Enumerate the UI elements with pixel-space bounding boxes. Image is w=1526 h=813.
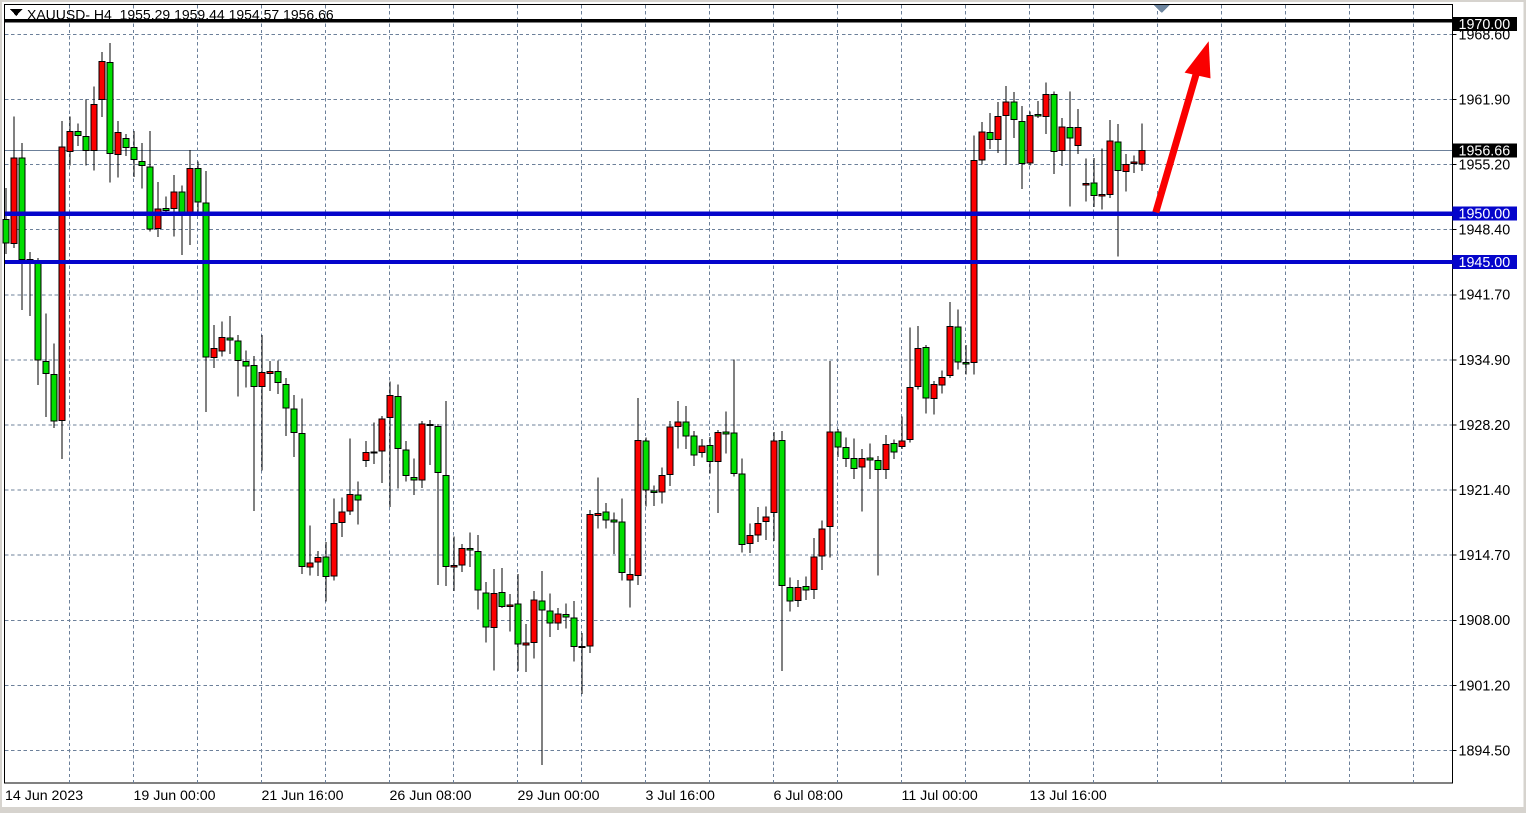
svg-text:21 Jun 16:00: 21 Jun 16:00: [262, 788, 344, 804]
svg-text:1945.00: 1945.00: [1459, 255, 1511, 271]
svg-text:1908.00: 1908.00: [1459, 613, 1511, 629]
svg-text:26 Jun 08:00: 26 Jun 08:00: [390, 788, 472, 804]
svg-text:1950.00: 1950.00: [1459, 207, 1511, 223]
svg-text:1901.20: 1901.20: [1459, 678, 1511, 694]
svg-text:1961.90: 1961.90: [1459, 92, 1511, 108]
svg-text:1955.20: 1955.20: [1459, 158, 1511, 174]
svg-text:3 Jul 16:00: 3 Jul 16:00: [646, 788, 716, 804]
svg-text:1928.20: 1928.20: [1459, 418, 1511, 434]
svg-text:1894.50: 1894.50: [1459, 743, 1511, 759]
svg-text:1970.00: 1970.00: [1459, 17, 1511, 33]
svg-text:1921.40: 1921.40: [1459, 483, 1511, 499]
svg-text:1914.70: 1914.70: [1459, 548, 1511, 564]
svg-text:13 Jul 16:00: 13 Jul 16:00: [1030, 788, 1107, 804]
svg-text:1956.66: 1956.66: [1459, 143, 1511, 159]
svg-text:6 Jul 08:00: 6 Jul 08:00: [774, 788, 844, 804]
svg-text:1941.70: 1941.70: [1459, 288, 1511, 304]
svg-text:11 Jul 00:00: 11 Jul 00:00: [902, 788, 978, 804]
svg-text:1948.40: 1948.40: [1459, 223, 1511, 239]
svg-text:19 Jun 00:00: 19 Jun 00:00: [134, 788, 216, 804]
svg-text:XAUUSD- H4 1955.29 1959.44 19: XAUUSD- H4 1955.29 1959.44 1954.57 1956.…: [27, 7, 334, 23]
svg-text:14 Jun 2023: 14 Jun 2023: [5, 788, 83, 804]
svg-text:1968.60: 1968.60: [1459, 27, 1511, 43]
svg-text:1934.90: 1934.90: [1459, 353, 1511, 369]
svg-text:29 Jun 00:00: 29 Jun 00:00: [518, 788, 600, 804]
